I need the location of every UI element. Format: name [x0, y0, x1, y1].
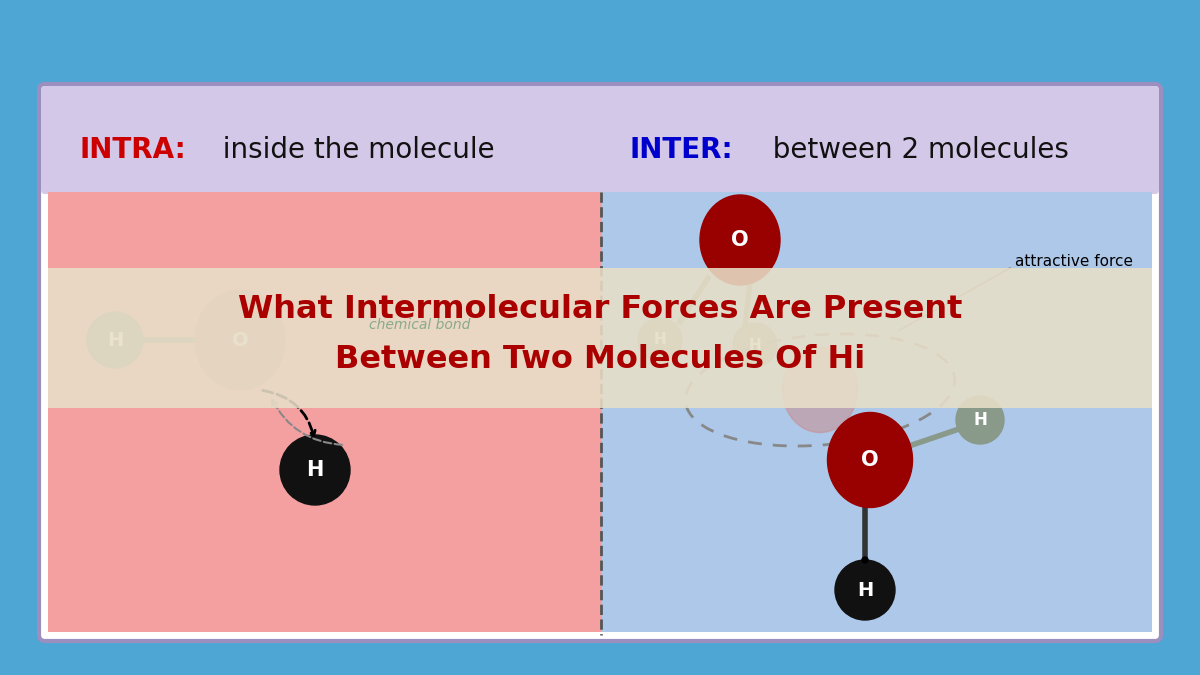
Text: O: O: [862, 450, 878, 470]
FancyBboxPatch shape: [38, 84, 1162, 641]
Text: INTER:: INTER:: [630, 136, 733, 164]
Text: H: H: [306, 460, 324, 480]
Text: H: H: [857, 580, 874, 599]
Circle shape: [956, 396, 1004, 444]
Bar: [48, 192, 602, 632]
Ellipse shape: [828, 412, 912, 508]
Text: inside the molecule: inside the molecule: [205, 136, 494, 164]
Text: attractive force: attractive force: [1015, 254, 1133, 269]
Bar: [602, 192, 1152, 632]
Text: Between Two Molecules Of Hi: Between Two Molecules Of Hi: [335, 344, 865, 375]
Ellipse shape: [194, 290, 286, 390]
Text: H: H: [107, 331, 124, 350]
Circle shape: [835, 560, 895, 620]
Circle shape: [638, 318, 682, 362]
Circle shape: [88, 312, 143, 368]
Text: What Intermolecular Forces Are Present: What Intermolecular Forces Are Present: [238, 294, 962, 325]
Circle shape: [280, 435, 350, 505]
Ellipse shape: [700, 195, 780, 285]
FancyBboxPatch shape: [41, 86, 1159, 194]
Text: O: O: [232, 331, 248, 350]
Text: between 2 molecules: between 2 molecules: [755, 136, 1069, 164]
Circle shape: [733, 323, 778, 367]
Text: H: H: [973, 411, 986, 429]
Bar: [48, 268, 1152, 408]
Text: H: H: [654, 333, 666, 348]
Circle shape: [862, 557, 868, 563]
Text: H: H: [749, 338, 761, 352]
Text: INTRA:: INTRA:: [80, 136, 187, 164]
Ellipse shape: [782, 348, 858, 433]
Text: chemical bond: chemical bond: [370, 318, 470, 332]
Text: O: O: [731, 230, 749, 250]
